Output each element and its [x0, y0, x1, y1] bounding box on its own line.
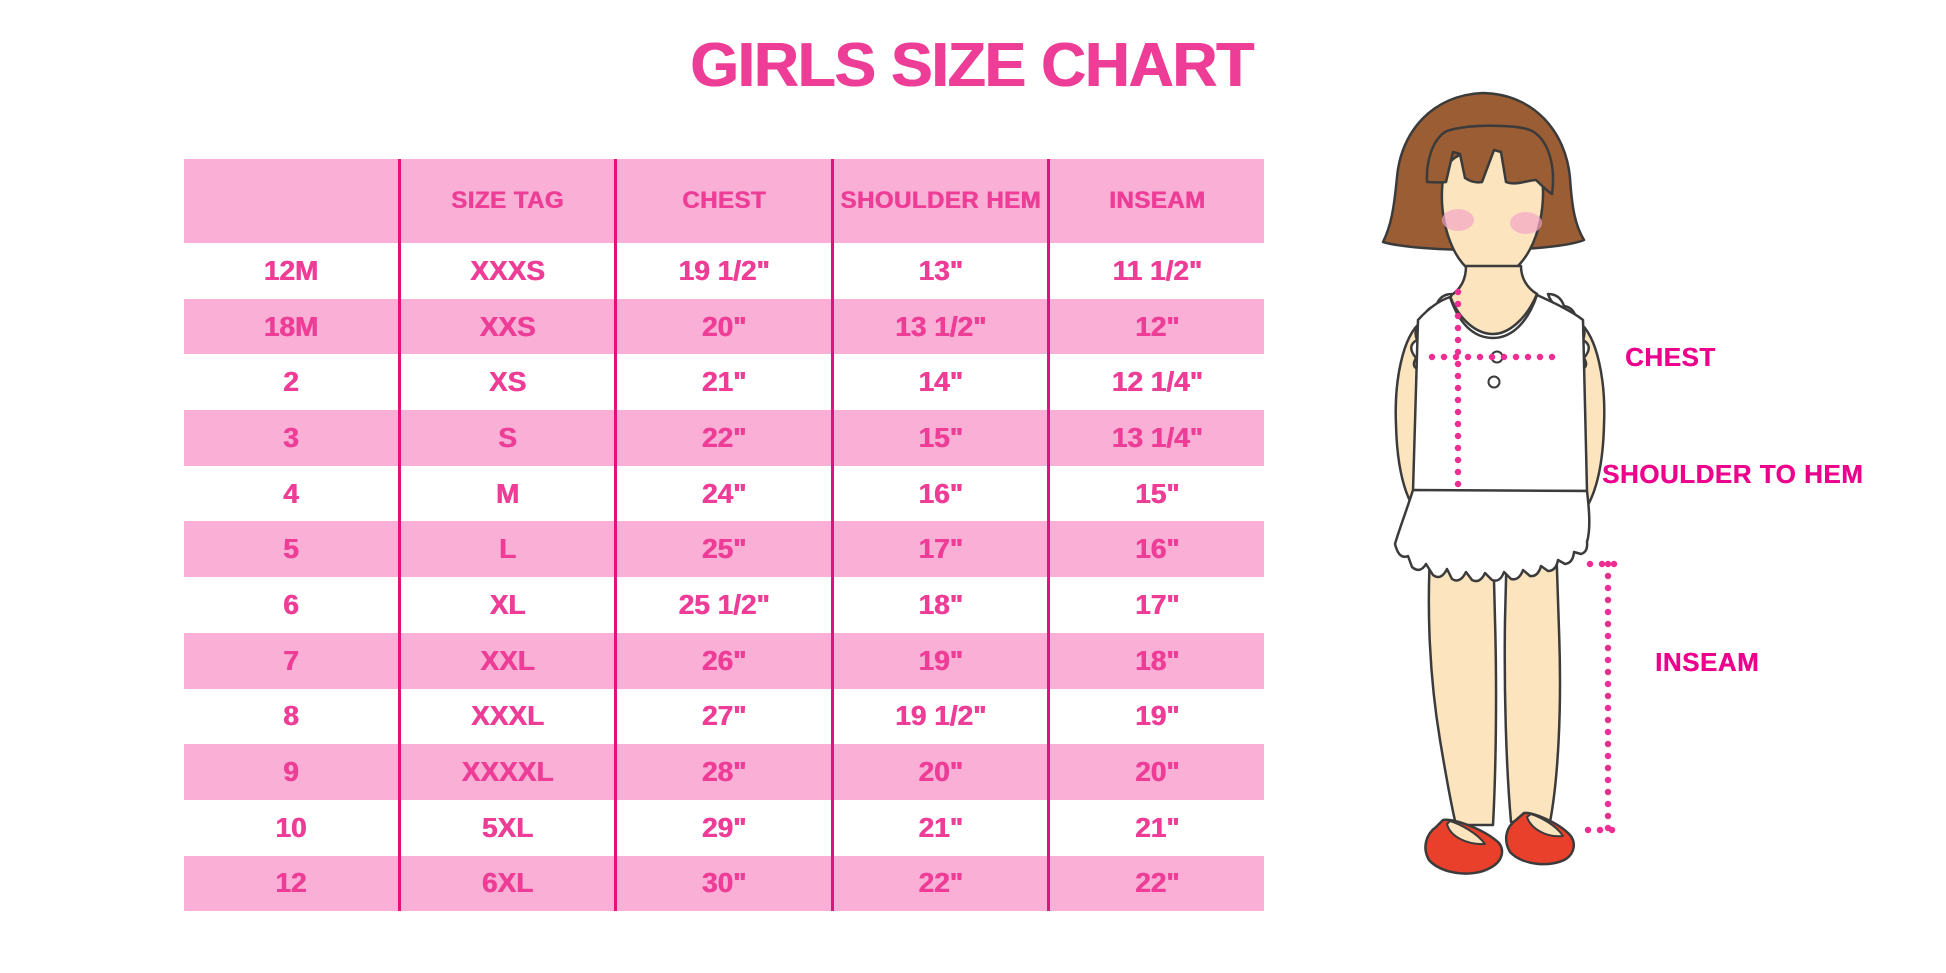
- table-cell: 10: [275, 811, 307, 843]
- table-cell: 30": [614, 855, 831, 912]
- table-cell: 17": [830, 521, 1048, 578]
- table-row: 10 5XL 29" 21" 21": [184, 799, 1264, 856]
- table-cell: 5: [283, 533, 299, 565]
- table-cell: XXL: [397, 632, 615, 689]
- table-cell: 15": [1047, 465, 1264, 522]
- table-cell: 28": [614, 744, 831, 800]
- table-cell: 20": [830, 744, 1048, 800]
- table-cell: 19": [830, 632, 1048, 689]
- table-cell: 22": [830, 855, 1048, 912]
- button-bottom: [1487, 375, 1501, 389]
- blush-left: [1442, 209, 1474, 231]
- table-cell: 25 1/2": [614, 577, 831, 633]
- table-cell: 19": [1047, 688, 1264, 745]
- table-cell: 2: [283, 366, 299, 398]
- table-cell: 13 1/2": [830, 298, 1048, 355]
- table-row: 2 XS 21" 14" 12 1/4": [184, 354, 1264, 411]
- table-cell: 19 1/2": [614, 243, 831, 299]
- girl-illustration: [1381, 91, 1624, 875]
- table-cell: 21": [1047, 799, 1264, 856]
- table-row: 18M XXS 20" 13 1/2" 12": [184, 298, 1264, 355]
- table-header-row: SIZE TAG CHEST SHOULDER HEM INSEAM: [184, 159, 1264, 243]
- table-cell: 16": [1047, 521, 1264, 578]
- table-cell: 20": [1047, 744, 1264, 800]
- table-cell: M: [397, 465, 615, 522]
- left-shoe: [1424, 818, 1504, 875]
- table-cell: 7: [283, 644, 299, 676]
- table-cell: S: [397, 410, 615, 466]
- table-cell: 8: [283, 700, 299, 732]
- table-cell: 12M: [263, 254, 319, 286]
- table-cell: XXS: [397, 298, 615, 355]
- table-cell: 6XL: [397, 855, 615, 912]
- bangs: [1425, 124, 1555, 196]
- table-cell: 3: [283, 421, 299, 453]
- column-header: CHEST: [614, 159, 831, 243]
- table-cell: 12 1/4": [1047, 354, 1264, 411]
- bodice: [1411, 293, 1589, 493]
- table-cell: 26": [614, 632, 831, 689]
- column-header: INSEAM: [1047, 159, 1264, 243]
- table-cell: XXXS: [397, 243, 615, 299]
- size-table: SIZE TAG CHEST SHOULDER HEM INSEAM 12M XXXS 19…: [184, 159, 1264, 912]
- table-row: 8 XXXL 27" 19 1/2" 19": [184, 688, 1264, 745]
- table-cell: 21": [830, 799, 1048, 856]
- table-cell: 6: [283, 588, 299, 620]
- table-cell: L: [397, 521, 615, 578]
- table-row: 4 M 24" 16" 15": [184, 465, 1264, 522]
- table-cell: 19 1/2": [830, 688, 1048, 745]
- table-cell: 22": [1047, 855, 1264, 912]
- left-shoe-opening: [1446, 820, 1486, 846]
- table-row: 3 S 22" 15" 13 1/4": [184, 410, 1264, 466]
- left-leg: [1427, 538, 1498, 827]
- right-leg: [1503, 538, 1562, 824]
- table-cell: XL: [397, 577, 615, 633]
- table-cell: 15": [830, 410, 1048, 466]
- table-cell: XS: [397, 354, 615, 411]
- table-cell: 22": [614, 410, 831, 466]
- table-cell: 16": [830, 465, 1048, 522]
- table-cell: 11 1/2": [1047, 243, 1264, 299]
- right-shoe-opening: [1526, 813, 1564, 838]
- table-cell: 20": [614, 298, 831, 355]
- table-row: 9 XXXXL 28" 20" 20": [184, 744, 1264, 800]
- table-cell: 12: [275, 867, 307, 899]
- blush-right: [1510, 212, 1542, 234]
- table-cell: 14": [830, 354, 1048, 411]
- table-cell: 24": [614, 465, 831, 522]
- column-header: SHOULDER HEM: [830, 159, 1048, 243]
- table-row: 6 XL 25 1/2" 18" 17": [184, 577, 1264, 633]
- table-cell: 13": [830, 243, 1048, 299]
- right-shoe: [1504, 811, 1575, 866]
- table-cell: 18M: [263, 310, 319, 342]
- table-row: 12 6XL 30" 22" 22": [184, 855, 1264, 912]
- table-cell: 18": [1047, 632, 1264, 689]
- shoulder-to-hem-measurement-label: SHOULDER TO HEM: [1602, 459, 1864, 489]
- table-cell: 18": [830, 577, 1048, 633]
- column-header: SIZE TAG: [397, 159, 615, 243]
- table-cell: 13 1/4": [1047, 410, 1264, 466]
- table-cell: 17": [1047, 577, 1264, 633]
- table-cell: 4: [283, 477, 299, 509]
- table-cell: 25": [614, 521, 831, 578]
- table-row: 7 XXL 26" 19" 18": [184, 632, 1264, 689]
- table-cell: XXXL: [397, 688, 615, 745]
- table-cell: XXXXL: [397, 744, 615, 800]
- table-cell: 9: [283, 756, 299, 788]
- table-cell: 21": [614, 354, 831, 411]
- page-title: GIRLS SIZE CHART: [690, 31, 1254, 100]
- table-row: 5 L 25" 17" 16": [184, 521, 1264, 578]
- table-cell: 5XL: [397, 799, 615, 856]
- column-header: [184, 159, 398, 243]
- chest-measurement-label: CHEST: [1625, 342, 1716, 372]
- table-cell: 29": [614, 799, 831, 856]
- skirt-ruffle: [1393, 488, 1591, 583]
- table-cell: 27": [614, 688, 831, 745]
- table-cell: 12": [1047, 298, 1264, 355]
- inseam-measurement-label: INSEAM: [1655, 647, 1760, 677]
- table-row: 12M XXXS 19 1/2" 13" 11 1/2": [184, 243, 1264, 299]
